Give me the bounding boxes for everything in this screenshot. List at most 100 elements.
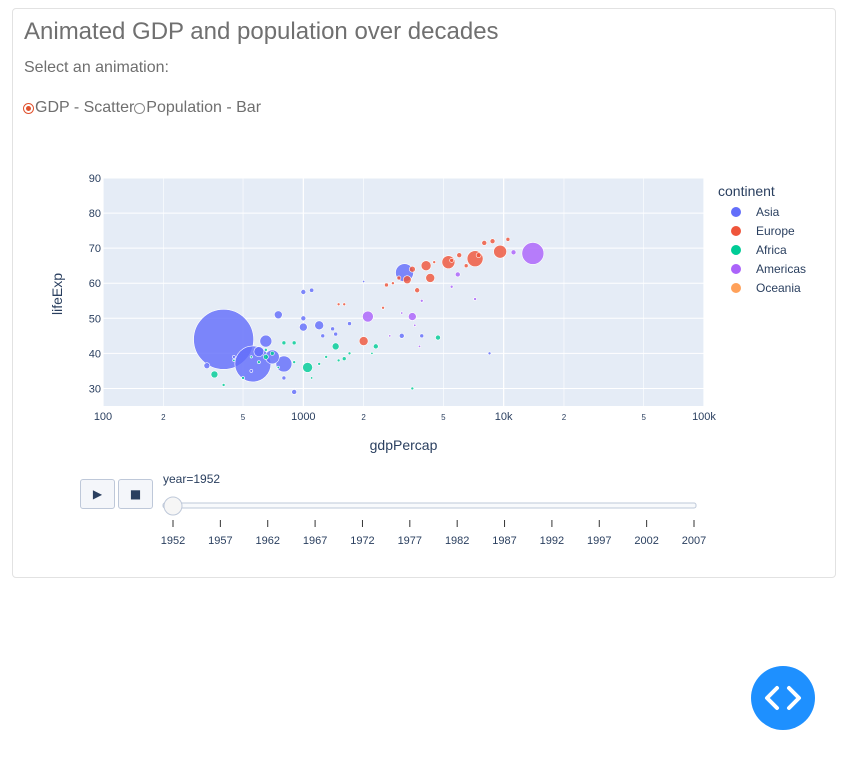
- data-point-europe: [475, 252, 482, 258]
- slider-tick-label: 1982: [445, 535, 469, 547]
- data-point-africa: [310, 376, 314, 380]
- code-toggle-button[interactable]: [751, 666, 815, 730]
- slider-tick-label: 2007: [682, 535, 706, 547]
- data-point-africa: [410, 386, 415, 391]
- data-point-africa: [336, 358, 341, 363]
- data-point-africa: [370, 351, 374, 355]
- page-title: Animated GDP and population over decades: [24, 18, 499, 45]
- data-point-africa: [324, 355, 328, 359]
- y-tick-label: 60: [89, 278, 101, 290]
- data-point-asia: [347, 321, 352, 326]
- radio-label: Population - Bar: [146, 99, 262, 116]
- legend-marker-asia: [731, 207, 741, 217]
- stop-button[interactable]: ■: [118, 479, 153, 509]
- x-tick-label: 5: [441, 413, 446, 422]
- data-point-americas: [510, 249, 517, 256]
- data-point-europe: [493, 244, 507, 259]
- x-tick-label: 5: [241, 413, 246, 422]
- data-point-asia: [300, 315, 307, 322]
- data-point-europe: [384, 282, 389, 288]
- data-point-europe: [336, 302, 341, 307]
- data-point-europe: [402, 275, 412, 285]
- x-axis-label: gdpPercap: [370, 437, 438, 453]
- x-tick-label: 10k: [495, 411, 513, 423]
- slider-tick-label: 1972: [350, 535, 374, 547]
- data-point-americas: [417, 344, 421, 348]
- data-point-africa: [317, 362, 321, 366]
- data-point-asia: [281, 375, 287, 381]
- gdp-scatter-chart: 100 2 5 1000 2 5 10k 2 5 100k 30 40 50 60 70 80 90 gdpPer…: [49, 173, 806, 547]
- plot-area: [103, 178, 704, 406]
- animation-radio-group: GDP - Scatter Population - Bar: [23, 99, 261, 117]
- data-point-asia: [274, 310, 283, 320]
- data-point-asia: [291, 389, 297, 395]
- data-point-europe: [409, 265, 416, 273]
- animation-select-label: Select an animation:: [24, 59, 169, 76]
- data-point-europe: [414, 287, 420, 294]
- data-point-asia: [487, 351, 492, 356]
- data-point-asia: [249, 369, 254, 373]
- slider-tick-label: 1987: [492, 535, 516, 547]
- data-point-asia: [320, 333, 326, 339]
- legend-entry: Americas: [756, 262, 806, 276]
- data-point-africa: [291, 340, 297, 346]
- data-point-africa: [292, 360, 296, 364]
- data-point-africa: [263, 354, 269, 360]
- slider-tick-label: 1997: [587, 535, 611, 547]
- data-point-americas: [408, 312, 417, 321]
- radio-population-bar[interactable]: Population - Bar: [134, 99, 261, 117]
- data-point-asia: [362, 279, 366, 283]
- data-point-europe: [381, 305, 385, 310]
- legend-entry: Europe: [756, 224, 795, 238]
- data-point-europe: [391, 281, 395, 286]
- data-point-asia: [398, 333, 405, 339]
- data-point-asia: [333, 331, 338, 337]
- data-point-europe: [358, 336, 369, 346]
- data-point-europe: [342, 302, 347, 307]
- slider-tick-label: 1957: [208, 535, 232, 547]
- legend-title: continent: [718, 183, 775, 199]
- data-point-africa: [257, 360, 261, 364]
- data-point-asia: [299, 322, 308, 332]
- data-point-americas: [388, 334, 392, 338]
- data-point-europe: [456, 252, 463, 258]
- data-point-europe: [396, 275, 402, 281]
- play-button[interactable]: ▶: [80, 479, 115, 509]
- data-point-asia: [275, 355, 293, 373]
- data-point-asia: [419, 333, 425, 339]
- slider-current-value-label: year=1952: [163, 472, 220, 486]
- radio-checked-icon[interactable]: [23, 102, 34, 114]
- data-point-americas: [473, 297, 477, 301]
- data-point-europe: [425, 273, 436, 283]
- data-point-asia: [314, 320, 324, 331]
- y-tick-label: 40: [89, 348, 101, 360]
- data-point-africa: [347, 351, 352, 356]
- data-point-africa: [232, 358, 236, 362]
- data-point-americas: [362, 310, 374, 323]
- legend-marker-americas: [731, 264, 741, 274]
- x-tick-label: 100: [94, 411, 112, 423]
- slider-tick-label: 1977: [398, 535, 422, 547]
- data-point-asia: [309, 287, 315, 293]
- data-point-americas: [521, 242, 545, 265]
- x-tick-label: 100k: [692, 411, 716, 423]
- x-tick-label: 1000: [291, 411, 315, 423]
- data-point-africa: [241, 376, 245, 380]
- data-point-americas: [454, 271, 461, 278]
- y-tick-label: 70: [89, 243, 101, 255]
- data-point-africa: [249, 355, 253, 359]
- data-point-europe: [449, 258, 454, 263]
- x-tick-label: 2: [562, 413, 567, 422]
- data-point-americas: [419, 298, 424, 303]
- legend-entry: Africa: [756, 243, 787, 257]
- radio-unchecked-icon[interactable]: [134, 102, 146, 114]
- slider-tick-label: 1962: [255, 535, 279, 547]
- data-point-europe: [420, 260, 432, 271]
- slider-tick-label: 1992: [540, 535, 564, 547]
- slider-handle[interactable]: [163, 496, 183, 516]
- legend-marker-africa: [731, 245, 741, 255]
- data-point-asia: [300, 289, 307, 295]
- slider-track[interactable]: [162, 502, 697, 509]
- radio-gdp-scatter[interactable]: GDP - Scatter: [23, 99, 134, 117]
- legend-marker-oceania: [731, 283, 741, 293]
